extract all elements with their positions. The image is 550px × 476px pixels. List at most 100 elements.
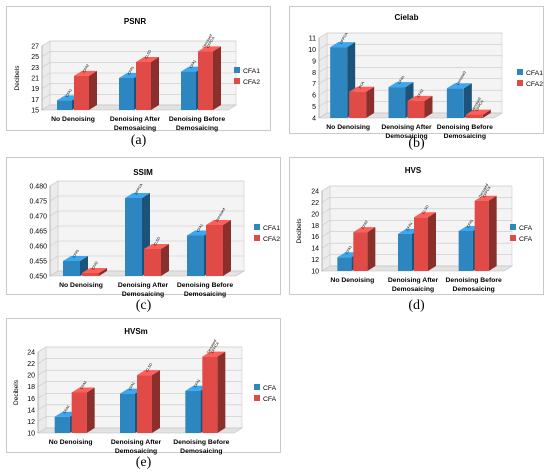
side-wall <box>318 32 328 119</box>
bar <box>136 62 151 110</box>
gridline <box>37 404 242 411</box>
category-label: Denoising Before <box>169 116 225 123</box>
y-tick-label: 18 <box>27 384 35 391</box>
y-tick-label: 0.460 <box>29 244 47 251</box>
gridline <box>41 72 236 79</box>
gridline <box>321 197 512 203</box>
bar-side <box>89 70 97 110</box>
category-label: Demosaicing <box>444 133 486 140</box>
y-tick-label: 4 <box>312 116 316 123</box>
bar-side <box>463 83 472 118</box>
gridline <box>49 255 244 262</box>
y-tick-label: 24 <box>311 189 319 196</box>
bar-top <box>137 370 160 376</box>
chart-title: PSNR <box>124 17 146 26</box>
side-wall <box>321 185 331 272</box>
gridline <box>37 358 242 364</box>
y-tick-label: 12 <box>27 419 35 426</box>
bar-label: CFA1 <box>345 245 353 255</box>
y-tick-label: 22 <box>311 200 319 207</box>
y-tick-label: 24 <box>27 350 35 357</box>
legend-swatch <box>234 78 240 84</box>
bar <box>414 217 428 271</box>
chart-title: HVSm <box>124 327 148 336</box>
bar-top <box>414 212 436 218</box>
y-tick-label: 25 <box>31 54 39 61</box>
y-tick-label: 20 <box>27 373 35 380</box>
bar-label: DFPCA <box>339 32 349 45</box>
gridline <box>37 381 242 387</box>
bar <box>388 87 406 118</box>
gridline <box>321 208 512 215</box>
legend-label: CFA <box>263 396 277 403</box>
bar-top <box>330 42 356 48</box>
panel-label: (c) <box>135 298 152 313</box>
bar-label: CLSD <box>153 236 161 247</box>
y-tick-label: 22 <box>27 361 35 368</box>
bar <box>198 51 213 110</box>
category-label: Demosaicing <box>392 286 434 293</box>
y-tick-label: 27 <box>31 44 39 51</box>
bar-side <box>367 227 376 271</box>
bar-label: CFA1 <box>63 405 71 415</box>
bar-top <box>144 244 169 249</box>
bar <box>137 375 152 433</box>
legend-swatch <box>234 67 240 73</box>
chart-title: Cielab <box>394 13 418 22</box>
gridline <box>318 101 502 107</box>
legend-label: CFA2 <box>263 236 280 243</box>
bar <box>465 114 483 118</box>
bar <box>71 392 87 433</box>
y-tick-label: 12 <box>311 257 319 264</box>
y-tick-label: 19 <box>31 86 39 93</box>
gridline <box>321 265 512 272</box>
bar <box>185 390 201 433</box>
legend-swatch <box>254 384 260 390</box>
gridline <box>318 32 502 39</box>
gridline <box>41 62 236 68</box>
category-label: Demosaicing <box>122 291 164 298</box>
bar-label: CLSD <box>144 49 152 60</box>
y-tick-label: 14 <box>311 246 319 253</box>
panel-label: (e) <box>135 455 152 470</box>
gridline <box>49 180 244 187</box>
bar <box>353 232 368 271</box>
y-tick-label: 15 <box>31 108 39 115</box>
bar <box>63 261 80 276</box>
y-axis-label: Decibels <box>13 379 20 405</box>
bar <box>458 231 473 271</box>
bar <box>57 100 72 110</box>
bar-side <box>428 212 436 271</box>
category-label: Demosaicing <box>385 133 427 140</box>
y-tick-label: 0.480 <box>29 184 47 191</box>
panel-label: (d) <box>408 298 425 313</box>
bar-side <box>86 387 95 433</box>
gridline <box>49 240 244 247</box>
bar <box>330 47 348 119</box>
y-axis-label: Decibels <box>296 218 303 244</box>
legend-label: CFA2 <box>526 81 543 88</box>
y-tick-label: 0.465 <box>29 229 47 236</box>
gridline <box>318 55 502 62</box>
bar <box>446 88 464 118</box>
y-tick-label: 6 <box>312 93 316 100</box>
y-tick-label: 14 <box>27 407 35 414</box>
chart-panel-cielab: Cielab 4 5 6 7 8 9 10 11 DFPCA PCA No Denoising CFA1… <box>289 6 544 151</box>
category-label: Denoising After <box>110 116 161 123</box>
y-tick-label: 23 <box>31 65 39 72</box>
bar-label: CFA1 <box>128 381 136 391</box>
hvsm-chart: HVSm 10 12 14 16 18 20 22 24 Decibels CFA1 CFA2 No D… <box>13 327 277 455</box>
bar <box>144 249 161 276</box>
y-tick-label: 20 <box>311 211 319 218</box>
gridline <box>318 66 502 73</box>
category-label: Denoising Before <box>437 124 493 131</box>
category-label: Demosaicing <box>180 448 222 455</box>
bar <box>474 200 489 271</box>
bar-label: CFPCA <box>206 36 216 49</box>
gridline <box>37 369 242 376</box>
category-label: Demosaicing <box>453 286 495 293</box>
legend-label: CFA1 <box>263 225 280 232</box>
y-tick-label: 16 <box>27 396 35 403</box>
y-tick-label: 0.470 <box>29 214 47 221</box>
bar-label: Denoised <box>202 34 213 49</box>
